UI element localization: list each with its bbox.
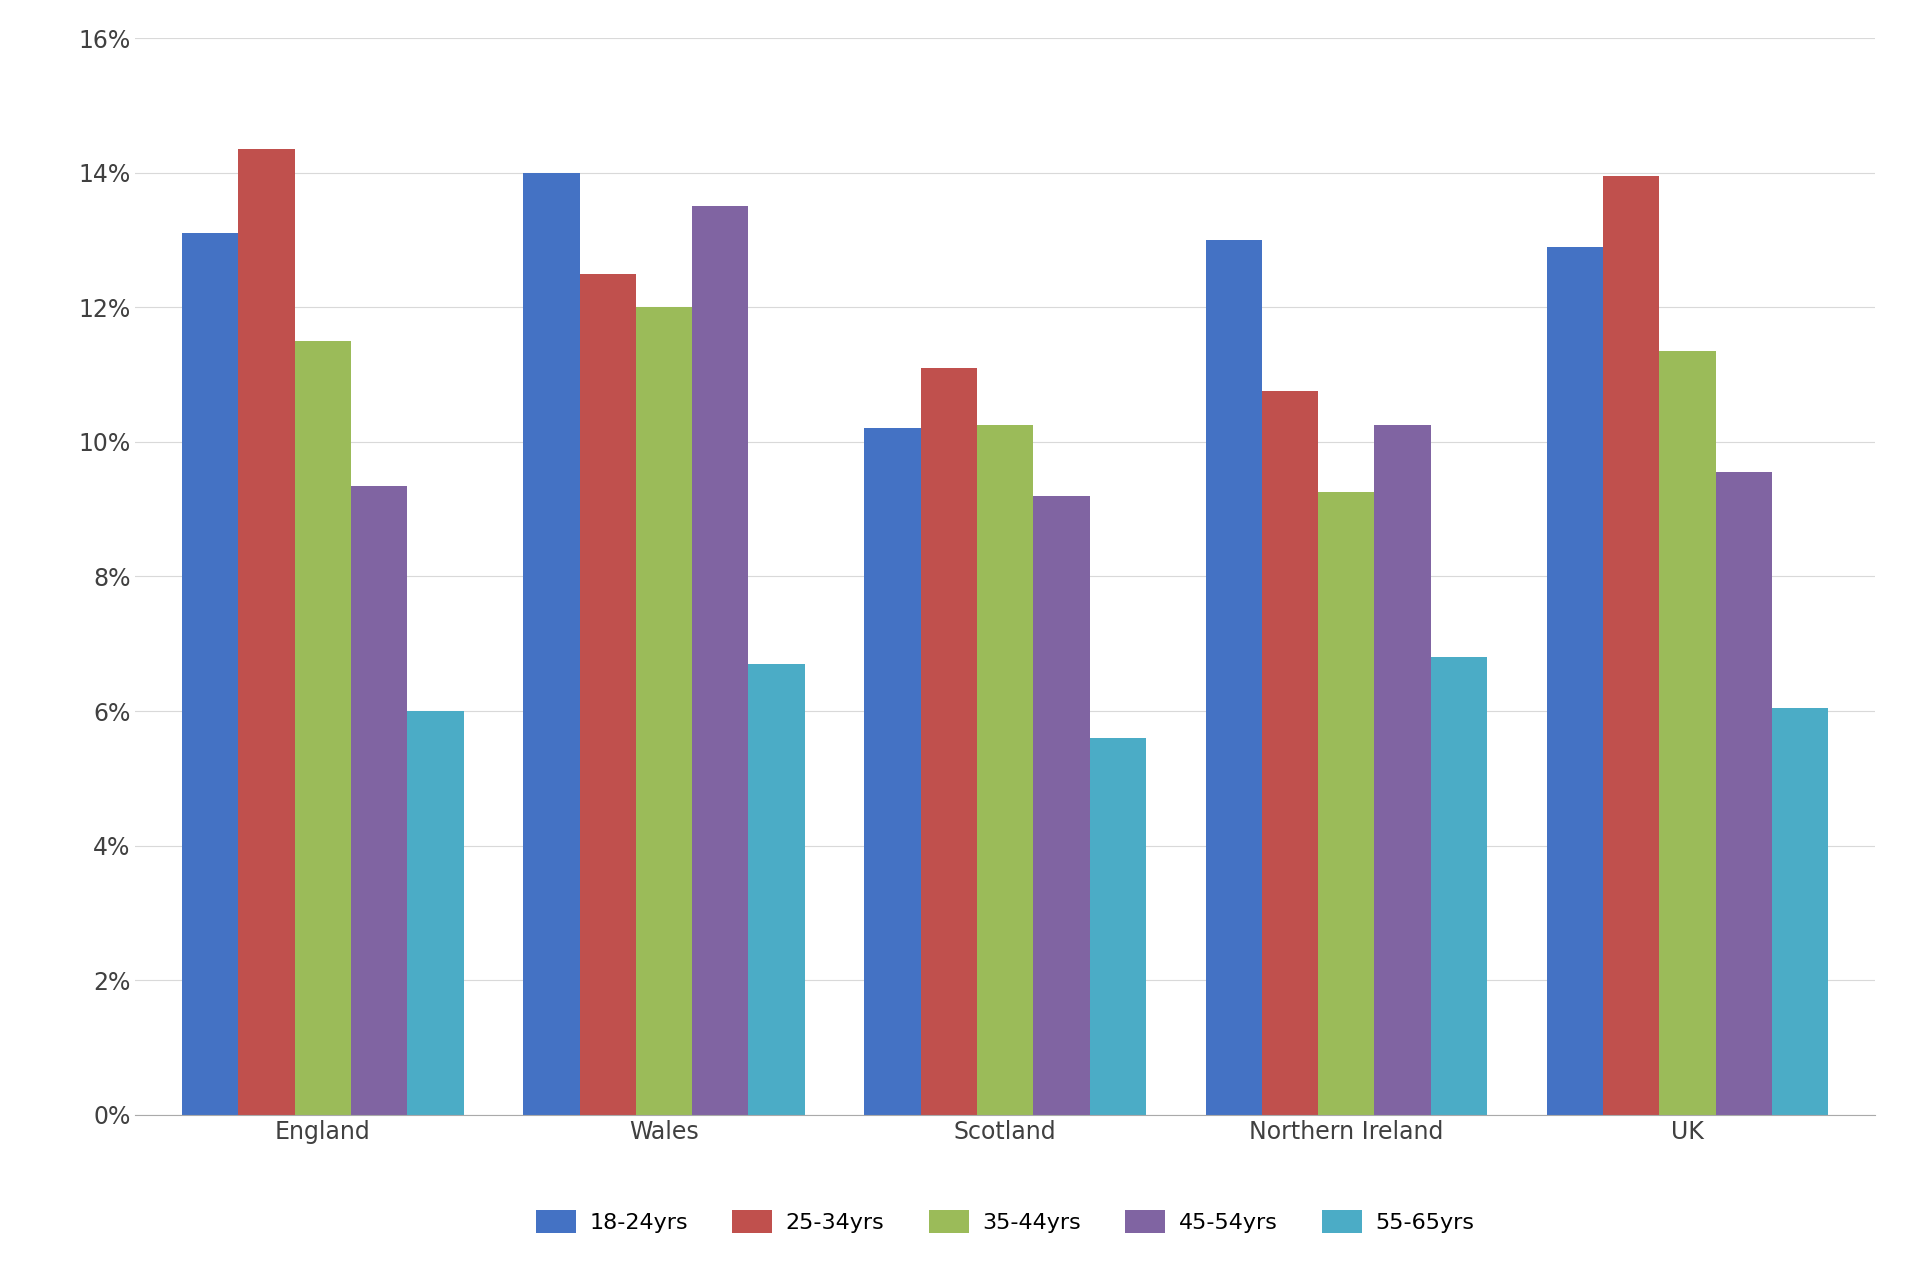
- Bar: [1430, 658, 1486, 1115]
- Legend: 18-24yrs, 25-34yrs, 35-44yrs, 45-54yrs, 55-65yrs: 18-24yrs, 25-34yrs, 35-44yrs, 45-54yrs, …: [527, 1201, 1482, 1242]
- Bar: [352, 485, 408, 1115]
- Bar: [1716, 473, 1772, 1115]
- Bar: [1318, 493, 1374, 1115]
- Bar: [524, 172, 580, 1115]
- Bar: [636, 308, 692, 1115]
- Bar: [1772, 708, 1828, 1115]
- Bar: [1206, 239, 1262, 1115]
- Bar: [1262, 392, 1318, 1115]
- Bar: [1658, 351, 1716, 1115]
- Bar: [1034, 495, 1090, 1115]
- Bar: [1546, 247, 1602, 1115]
- Bar: [1090, 737, 1146, 1115]
- Bar: [182, 233, 238, 1115]
- Bar: [1602, 176, 1658, 1115]
- Bar: [864, 428, 920, 1115]
- Bar: [238, 150, 296, 1115]
- Bar: [976, 424, 1034, 1115]
- Bar: [408, 711, 464, 1115]
- Bar: [580, 274, 636, 1115]
- Bar: [692, 207, 748, 1115]
- Bar: [296, 341, 352, 1115]
- Bar: [920, 367, 976, 1115]
- Bar: [748, 664, 804, 1115]
- Bar: [1374, 424, 1430, 1115]
